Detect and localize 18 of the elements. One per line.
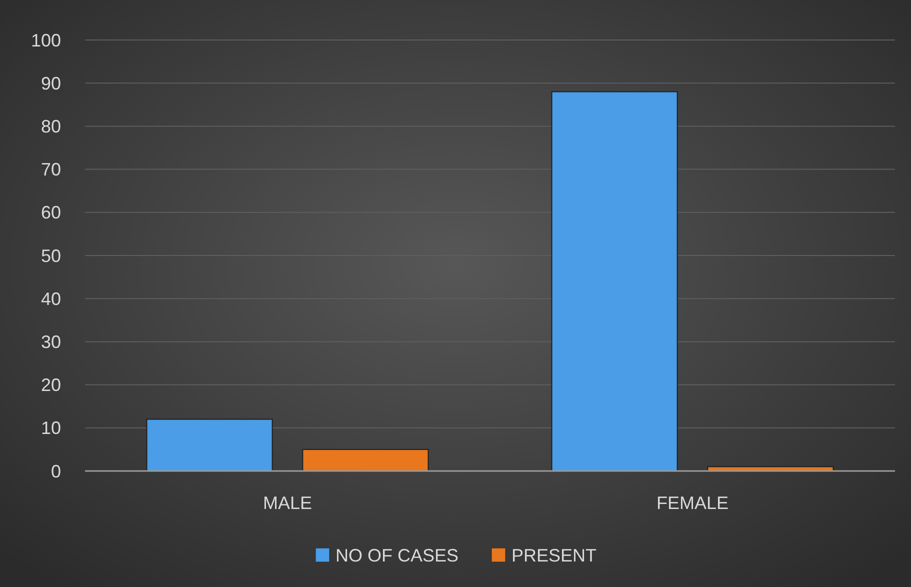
bar <box>551 91 678 472</box>
x-tick-label: FEMALE <box>656 493 729 513</box>
y-tick-label: 50 <box>40 246 61 266</box>
y-tick-label: 30 <box>40 332 61 352</box>
y-tick-label: 90 <box>40 73 61 94</box>
bar <box>146 418 273 472</box>
y-tick-label: 60 <box>40 202 61 223</box>
legend-label: NO OF CASES <box>336 545 459 566</box>
y-tick-label: 20 <box>40 375 61 396</box>
y-tick-label: 10 <box>40 418 61 438</box>
y-tick-label: 100 <box>30 30 61 50</box>
y-tick-label: 0 <box>50 461 61 482</box>
legend-label: PRESENT <box>512 545 597 566</box>
y-tick-label: 70 <box>40 160 61 180</box>
y-tick-label: 80 <box>40 116 61 136</box>
y-tick-label: 40 <box>40 288 61 309</box>
bar <box>302 448 429 472</box>
x-tick-label: MALE <box>262 493 312 513</box>
